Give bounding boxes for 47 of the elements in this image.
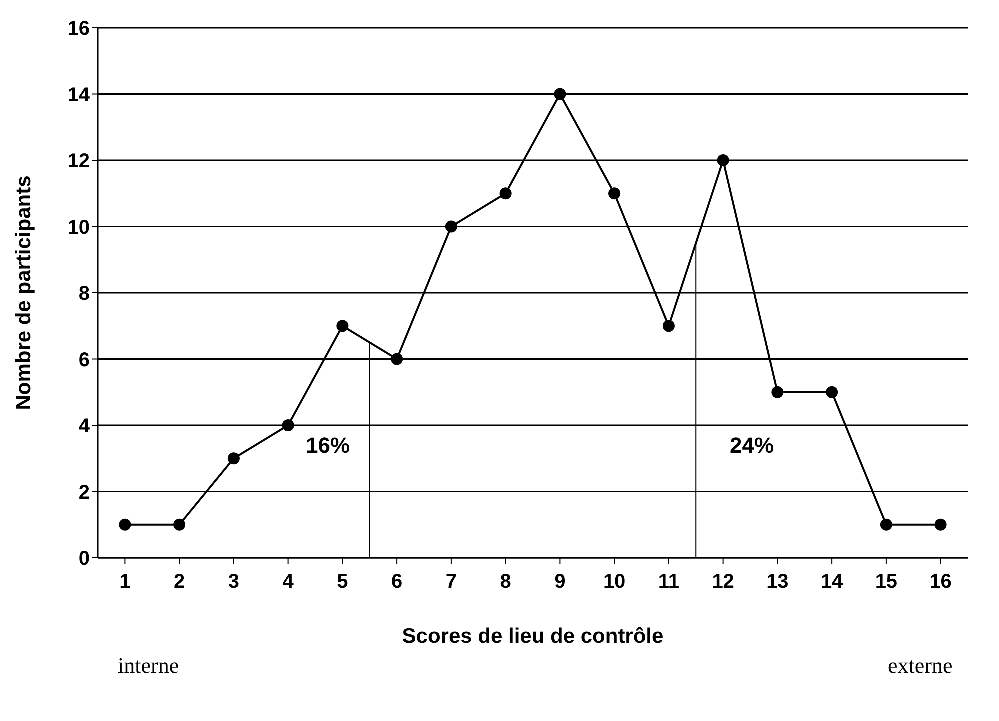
y-axis-title: Nombre de participants <box>12 176 36 410</box>
text: interne <box>118 653 180 679</box>
x-tick-label: 15 <box>875 571 898 594</box>
x-tick-label: 3 <box>228 571 240 594</box>
point <box>445 220 458 233</box>
annotation: 16% <box>306 433 350 459</box>
x-tick-label: 11 <box>658 571 680 594</box>
point <box>934 518 947 531</box>
point <box>662 320 675 332</box>
point <box>717 154 730 166</box>
x-tick-label: 7 <box>446 571 457 594</box>
y-tick-label: 16 <box>68 18 90 40</box>
point <box>500 188 512 200</box>
point <box>391 353 404 366</box>
y-tick-label: 14 <box>68 84 91 106</box>
x-tick-label: 1 <box>120 571 131 594</box>
point <box>880 518 892 531</box>
x-tick-label: 16 <box>930 571 952 594</box>
annotation: 24% <box>730 433 774 459</box>
y-tick-label: 10 <box>68 216 90 239</box>
text: externe <box>888 653 953 679</box>
y-tick-label: 6 <box>78 349 90 372</box>
point <box>174 518 186 531</box>
y-tick-label: 2 <box>78 482 90 504</box>
y-tick-label: 0 <box>78 548 90 570</box>
point <box>826 386 838 398</box>
x-tick-label: 10 <box>603 571 626 594</box>
point <box>554 88 566 100</box>
point <box>336 320 349 332</box>
point <box>228 452 240 465</box>
y-tick-label: 12 <box>68 150 90 173</box>
x-tick-label: 8 <box>500 571 512 594</box>
y-tick-label: 8 <box>78 283 90 306</box>
x-tick-label: 13 <box>766 571 789 594</box>
x-tick-label: 2 <box>174 571 186 594</box>
point <box>608 188 621 200</box>
x-tick-label: 14 <box>820 571 844 594</box>
point <box>772 386 784 398</box>
x-axis-title: Scores de lieu de contrôle <box>402 624 664 648</box>
x-tick-label: 6 <box>392 571 403 594</box>
x-tick-label: 12 <box>712 571 734 594</box>
x-tick-label: 4 <box>282 571 295 594</box>
point <box>282 420 294 432</box>
x-tick-label: 9 <box>554 571 566 594</box>
x-tick-label: 5 <box>337 571 348 594</box>
y-tick-label: 4 <box>78 416 91 438</box>
point <box>119 518 132 531</box>
